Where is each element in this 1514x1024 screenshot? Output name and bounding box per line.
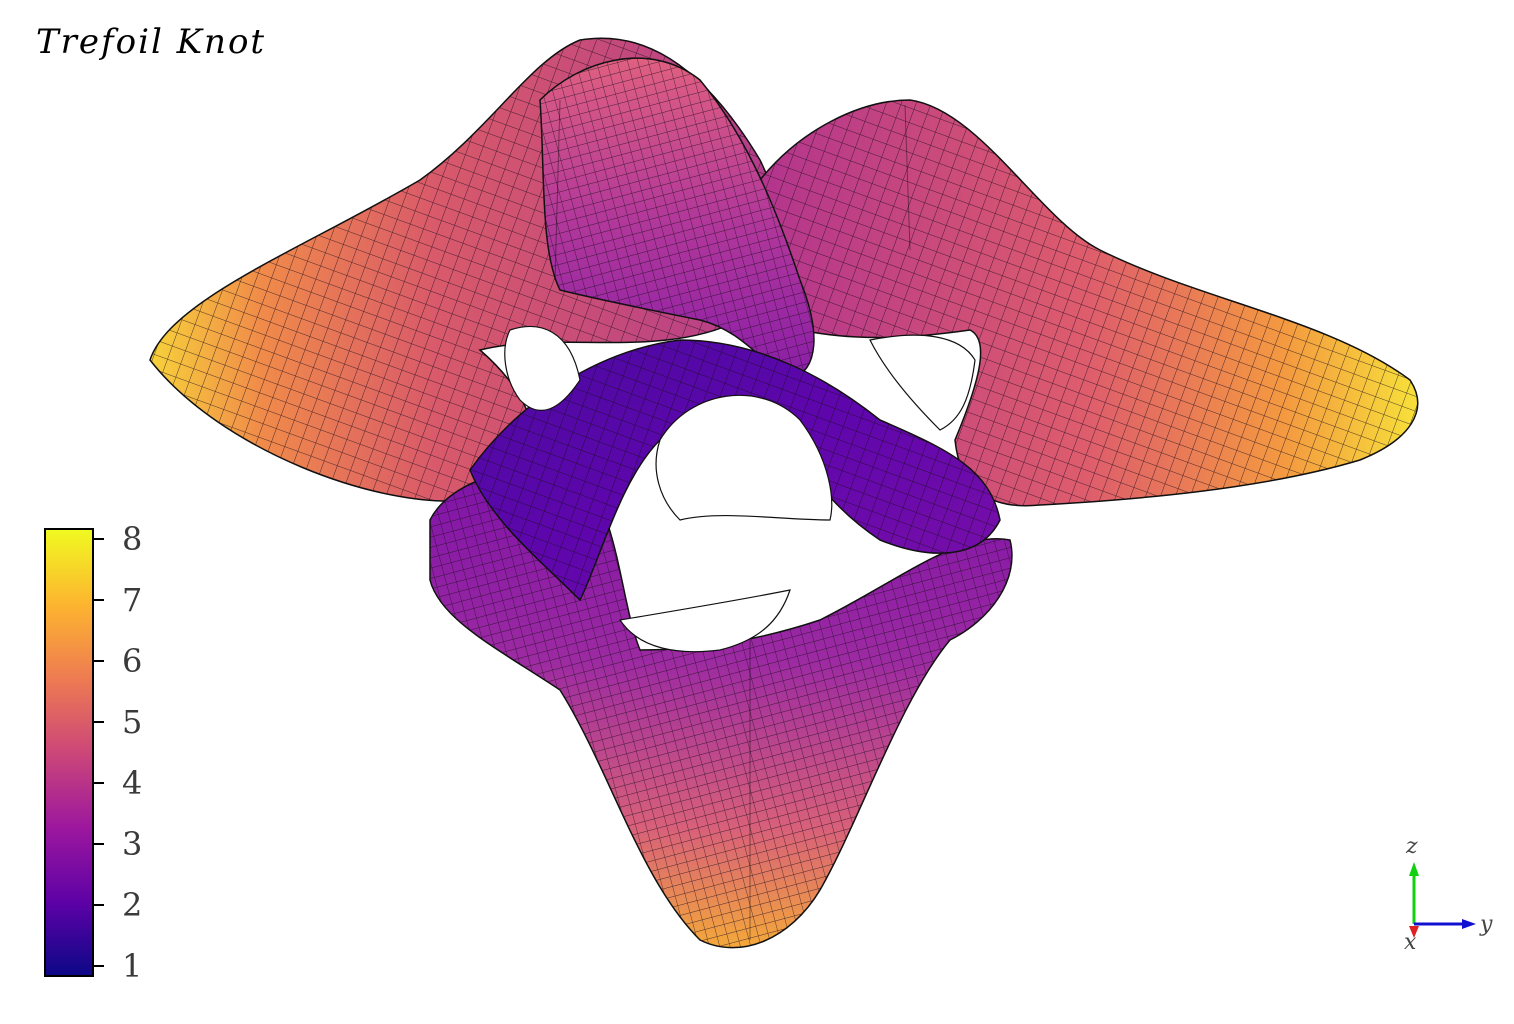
x-axis-arrow [1409, 926, 1419, 938]
colorbar-tick-label: 3 [122, 825, 143, 863]
knot-center-band [469, 339, 1001, 602]
colorbar-tick-mark [94, 659, 104, 662]
colorbar [44, 528, 94, 977]
axis-label-z: z [1406, 834, 1418, 859]
colorbar-tick-mark [94, 965, 104, 968]
colorbar-tick-label: 7 [122, 580, 143, 619]
knot-hole-center [655, 394, 833, 521]
chart-title: Trefoil Knot [36, 22, 267, 62]
knot-ribbon-top [539, 57, 815, 381]
colorbar-tick-mark [94, 720, 104, 723]
axes-triad [1409, 862, 1476, 938]
colorbar-tick-mark [94, 904, 104, 906]
colorbar-tick-mark [94, 537, 104, 540]
colorbar-tick-label: 6 [122, 641, 143, 680]
colorbar-tick-label: 8 [122, 519, 143, 558]
axis-label-y: y [1480, 912, 1493, 937]
knot-hole-bottom [618, 589, 791, 653]
knot-hole-left [504, 326, 581, 411]
colorbar-tick-label: 5 [122, 702, 143, 741]
knot-hole-right [869, 334, 976, 431]
colorbar-tick-mark [94, 782, 104, 784]
colorbar-tick-label: 1 [122, 947, 143, 986]
axis-label-x: x [1404, 930, 1417, 955]
colorbar-tick-mark [94, 598, 104, 601]
colorbar-tick-label: 4 [122, 764, 143, 802]
colorbar-tick-mark [94, 843, 104, 845]
colorbar-tick-label: 2 [122, 886, 143, 924]
